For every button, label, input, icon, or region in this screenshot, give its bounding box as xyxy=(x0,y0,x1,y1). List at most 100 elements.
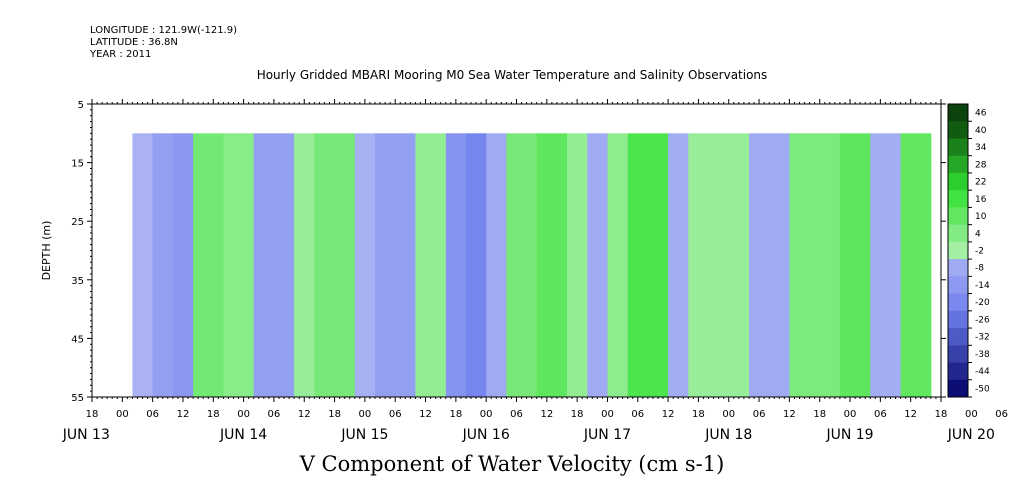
x-hour-label: 06 xyxy=(631,409,644,420)
heatmap-band xyxy=(172,133,194,398)
colorbar-swatch xyxy=(948,224,968,243)
colorbar-swatch xyxy=(948,190,968,208)
colorbar-swatch xyxy=(948,121,968,139)
x-hour-label: 00 xyxy=(722,409,735,420)
heatmap-band xyxy=(445,133,467,398)
x-hour-label: 18 xyxy=(449,409,462,420)
heatmap-band xyxy=(607,133,629,398)
x-hour-label: 06 xyxy=(995,409,1008,420)
colorbar-label: -26 xyxy=(975,315,990,325)
y-tick-label: 25 xyxy=(71,217,84,228)
x-hour-label: 00 xyxy=(965,409,978,420)
x-hour-label: 00 xyxy=(237,409,250,420)
x-day-label: JUN 13 xyxy=(62,427,110,443)
colorbar-swatch xyxy=(948,241,968,260)
heatmap-band xyxy=(294,133,315,398)
x-hour-label: 18 xyxy=(86,409,99,420)
x-hour-label: 18 xyxy=(813,409,826,420)
x-hour-label: 06 xyxy=(753,409,766,420)
colorbar-label: 46 xyxy=(975,109,987,119)
colorbar-swatch xyxy=(948,379,968,398)
colorbar-swatch xyxy=(948,276,968,294)
colorbar-label: 22 xyxy=(975,178,986,188)
heatmap-band xyxy=(567,133,588,398)
x-hour-label: 00 xyxy=(480,409,493,420)
x-hour-label: 12 xyxy=(904,409,917,420)
x-hour-label: 06 xyxy=(389,409,402,420)
x-hour-label: 00 xyxy=(359,409,372,420)
y-tick-label: 55 xyxy=(71,393,84,404)
colorbar-swatch xyxy=(948,138,968,157)
x-day-label: JUN 18 xyxy=(704,427,752,443)
y-tick-label: 45 xyxy=(71,334,84,345)
longitude-label: LONGITUDE : 121.9W(-121.9) xyxy=(90,25,237,36)
x-hour-label: 06 xyxy=(510,409,523,420)
heatmap-band xyxy=(536,133,568,398)
chart-title: Hourly Gridded MBARI Mooring M0 Sea Wate… xyxy=(256,68,768,82)
x-hour-label: 12 xyxy=(662,409,675,420)
colorbar-swatch xyxy=(948,310,968,329)
y-tick-label: 5 xyxy=(78,100,84,111)
heatmap-band xyxy=(253,133,295,398)
y-tick-label: 15 xyxy=(71,159,84,170)
heatmap-band xyxy=(132,133,154,398)
heatmap-band xyxy=(668,133,689,398)
colorbar-label: -44 xyxy=(975,367,990,377)
heatmap-band xyxy=(486,133,507,398)
heatmap-band xyxy=(415,133,447,398)
colorbar-swatch xyxy=(948,259,968,277)
x-hour-label: 18 xyxy=(692,409,705,420)
colorbar-swatch xyxy=(948,345,968,363)
heatmap-band xyxy=(900,133,932,398)
x-hour-label: 12 xyxy=(540,409,553,420)
y-tick-label: 35 xyxy=(71,276,84,287)
year-label: YEAR : 2011 xyxy=(90,49,152,60)
colorbar-label: -14 xyxy=(975,281,990,291)
heatmap-band xyxy=(223,133,255,398)
heatmap-band xyxy=(354,133,376,398)
x-day-label: JUN 20 xyxy=(947,427,995,443)
colorbar-label: 16 xyxy=(975,195,987,205)
heatmap-band xyxy=(839,133,871,398)
colorbar-label: 34 xyxy=(975,143,987,153)
colorbar-swatch xyxy=(948,104,968,122)
x-hour-label: 00 xyxy=(116,409,129,420)
x-hour-label: 18 xyxy=(571,409,584,420)
x-hour-label: 00 xyxy=(601,409,614,420)
colorbar-swatch xyxy=(948,155,968,174)
colorbar-swatch xyxy=(948,293,968,312)
y-axis-label: DEPTH (m) xyxy=(40,221,53,281)
x-hour-label: 12 xyxy=(783,409,796,420)
heatmap-band xyxy=(627,133,669,398)
heatmap-band xyxy=(193,133,224,398)
x-hour-label: 18 xyxy=(935,409,948,420)
colorbar-label: -8 xyxy=(975,264,984,274)
x-hour-label: 18 xyxy=(207,409,220,420)
colorbar-label: -32 xyxy=(975,333,990,343)
x-hour-label: 18 xyxy=(328,409,341,420)
x-hour-label: 00 xyxy=(844,409,857,420)
heatmap-band xyxy=(152,133,174,398)
heatmap-band xyxy=(870,133,902,398)
colorbar-swatch xyxy=(948,328,968,346)
x-hour-label: 12 xyxy=(298,409,311,420)
x-day-label: JUN 14 xyxy=(219,427,267,443)
latitude-label: LATITUDE : 36.8N xyxy=(90,37,178,48)
colorbar-caption: V Component of Water Velocity (cm s-1) xyxy=(299,452,725,476)
colorbar-label: -50 xyxy=(975,384,990,394)
colorbar-label: -38 xyxy=(975,350,990,360)
x-hour-label: 06 xyxy=(268,409,281,420)
heatmap-band xyxy=(749,133,790,398)
x-day-label: JUN 15 xyxy=(340,427,388,443)
x-day-label: JUN 17 xyxy=(583,427,631,443)
x-day-label: JUN 19 xyxy=(825,427,873,443)
colorbar-frame xyxy=(947,103,969,398)
heatmap-band xyxy=(506,133,538,398)
colorbar-swatch xyxy=(948,172,968,191)
heatmap-band xyxy=(314,133,356,398)
colorbar-label: 28 xyxy=(975,160,987,170)
colorbar-label: -20 xyxy=(975,298,990,308)
x-day-label: JUN 16 xyxy=(462,427,510,443)
x-hour-label: 06 xyxy=(874,409,887,420)
